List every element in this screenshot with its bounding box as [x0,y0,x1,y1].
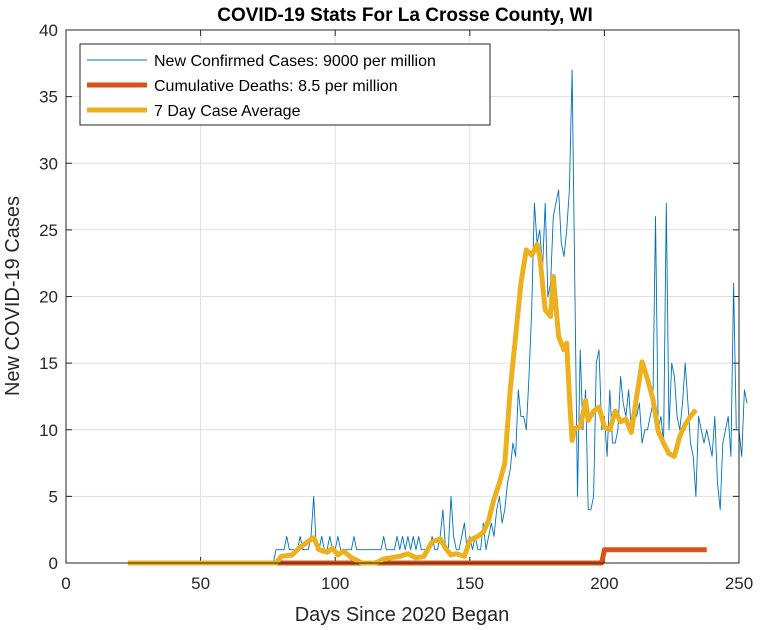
x-tick-label: 0 [61,574,70,593]
y-tick-label: 10 [39,421,58,440]
new-cases-series-line [272,69,748,564]
y-tick-label: 5 [49,487,58,506]
axis-ticks: 0 50 100 150 200 250 0 5 10 15 20 25 30 35 40 [39,21,753,593]
x-tick-label: 100 [321,574,349,593]
plot-frame [65,29,740,564]
y-tick-label: 0 [49,554,58,573]
y-tick-label: 40 [39,21,58,40]
series-layer [127,69,748,566]
y-tick-label: 20 [39,288,58,307]
legend: New Confirmed Cases: 9000 per million Cum… [79,43,491,126]
x-axis-label: Days Since 2020 Began [295,604,510,626]
y-tick-label: 35 [39,88,58,107]
x-tick-label: 50 [191,574,210,593]
legend-entry-new-cases: New Confirmed Cases: 9000 per million [154,53,436,70]
case-average-series-line [127,242,698,566]
x-tick-label: 150 [456,574,484,593]
y-tick-label: 15 [39,354,58,373]
y-axis-label: New COVID-19 Cases [2,196,24,396]
legend-box [79,43,491,126]
legend-entry-case-average: 7 Day Case Average [154,103,301,120]
y-tick-label: 30 [39,154,58,173]
x-tick-label: 200 [590,574,618,593]
y-tick-label: 25 [39,221,58,240]
x-tick-label: 250 [725,574,753,593]
legend-entry-cumulative-deaths: Cumulative Deaths: 8.5 per million [154,78,398,95]
chart-title: COVID-19 Stats For La Crosse County, WI [217,5,592,26]
